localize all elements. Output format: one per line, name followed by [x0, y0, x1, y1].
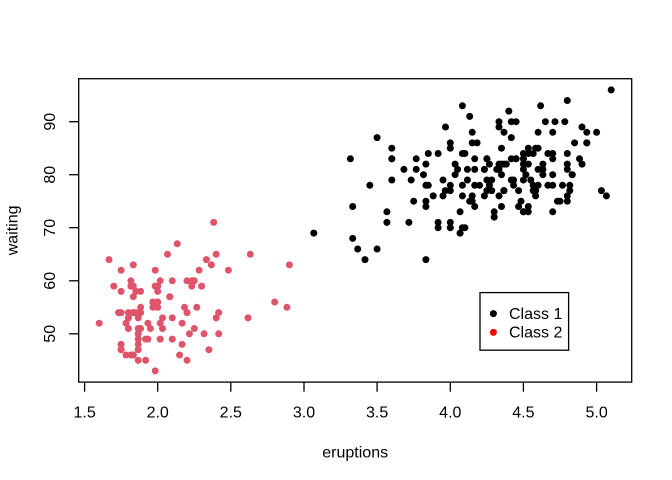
svg-text:3.0: 3.0 [293, 405, 315, 422]
svg-text:90: 90 [42, 113, 59, 131]
svg-text:Class 2: Class 2 [509, 325, 562, 342]
svg-text:4.5: 4.5 [512, 405, 534, 422]
svg-text:2.5: 2.5 [220, 405, 242, 422]
svg-text:waiting: waiting [5, 205, 22, 256]
svg-text:3.5: 3.5 [366, 405, 388, 422]
svg-text:80: 80 [42, 166, 59, 184]
svg-text:70: 70 [42, 219, 59, 237]
svg-text:2.0: 2.0 [147, 405, 169, 422]
svg-text:1.5: 1.5 [73, 405, 95, 422]
svg-text:4.0: 4.0 [439, 405, 461, 422]
svg-text:eruptions: eruptions [322, 445, 388, 462]
svg-text:Class 1: Class 1 [509, 306, 562, 323]
svg-text:60: 60 [42, 272, 59, 290]
svg-text:50: 50 [42, 325, 59, 343]
svg-text:5.0: 5.0 [585, 405, 607, 422]
